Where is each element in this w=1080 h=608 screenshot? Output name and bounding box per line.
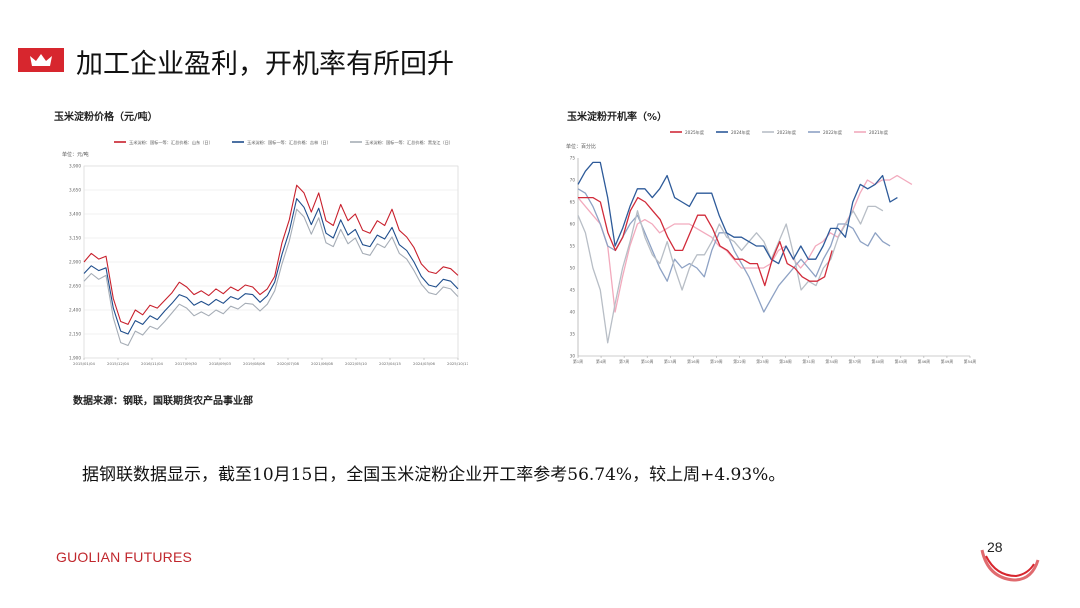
page-title: 加工企业盈利，开机率有所回升 — [76, 49, 454, 80]
price-line-chart: 玉米淀粉：国标一等：汇总价格：山东（日） 玉米淀粉：国标一等：汇总价格：吉林（日）… — [62, 139, 468, 366]
y-tick-label: 65 — [570, 200, 576, 205]
series-line — [577, 161, 898, 265]
page-arc-icon — [980, 549, 1040, 582]
legend-label: 玉米淀粉：国标一等：汇总价格：黑龙江（日） — [365, 139, 453, 146]
x-tick-label: 第28周 — [779, 359, 792, 364]
y-tick-label: 2,150 — [69, 332, 81, 337]
y-tick-label: 2,900 — [69, 260, 81, 265]
series-line — [578, 196, 833, 287]
y-tick-label: 3,900 — [69, 164, 81, 169]
x-tick-label: 第4周 — [596, 359, 606, 364]
x-tick-label: 2020/07/08 — [277, 361, 299, 366]
series-line — [83, 184, 459, 325]
series-line — [577, 205, 884, 344]
legend-label: 2021年度 — [869, 129, 889, 136]
x-tick-label: 2021/06/08 — [311, 361, 333, 366]
x-tick-label: 第1周 — [573, 359, 583, 364]
x-tick-label: 2015/01/04 — [73, 361, 95, 366]
series-line — [577, 188, 891, 313]
y-tick-label: 75 — [570, 156, 576, 161]
y-tick-label: 40 — [570, 310, 576, 315]
x-tick-label: 2023/04/15 — [379, 361, 401, 366]
brand-name: GUOLIAN FUTURES — [56, 549, 193, 565]
x-tick-label: 第37周 — [848, 359, 861, 364]
rate-line-chart: 2025年度 2024年度 2023年度 2022年度 2021年度 单位：百分比 30… — [566, 129, 977, 364]
left-unit-label: 单位：元/吨 — [62, 151, 89, 158]
y-tick-label: 3,150 — [69, 236, 81, 241]
x-tick-label: 2016/11/04 — [141, 361, 163, 366]
x-tick-label: 第43周 — [895, 359, 908, 364]
page-number: 28 — [987, 539, 1003, 555]
y-tick-label: 50 — [570, 266, 576, 271]
x-tick-label: 2022/05/10 — [345, 361, 367, 366]
y-tick-label: 2,400 — [69, 308, 81, 313]
x-tick-label: 第13周 — [664, 359, 677, 364]
x-tick-label: 2025/10/17 — [447, 361, 468, 366]
x-tick-label: 第16周 — [687, 359, 700, 364]
x-tick-label: 第31周 — [802, 359, 815, 364]
legend-label: 玉米淀粉：国标一等：汇总价格：吉林（日） — [247, 139, 331, 146]
legend-label: 2025年度 — [685, 129, 705, 136]
x-tick-label: 第49周 — [941, 359, 954, 364]
x-tick-label: 2017/09/30 — [175, 361, 197, 366]
x-tick-label: 第40周 — [872, 359, 885, 364]
data-source: 数据来源：钢联，国联期货农产品事业部 — [73, 396, 253, 407]
y-tick-label: 45 — [570, 288, 576, 293]
x-tick-label: 第10周 — [641, 359, 654, 364]
x-tick-label: 2018/09/03 — [209, 361, 231, 366]
x-tick-label: 第25周 — [756, 359, 769, 364]
y-tick-label: 2,650 — [69, 284, 81, 289]
x-tick-label: 第46周 — [918, 359, 931, 364]
x-tick-label: 2024/03/06 — [413, 361, 435, 366]
y-tick-label: 35 — [570, 332, 576, 337]
y-tick-label: 1,900 — [69, 356, 81, 361]
logo-badge — [18, 48, 64, 72]
right-unit-label: 单位：百分比 — [566, 143, 596, 150]
x-tick-label: 第7周 — [619, 359, 629, 364]
crown-icon — [30, 54, 52, 66]
series-line — [83, 208, 459, 347]
y-tick-label: 3,650 — [69, 188, 81, 193]
y-tick-label: 70 — [570, 178, 576, 183]
legend-label: 玉米淀粉：国标一等：汇总价格：山东（日） — [129, 139, 213, 146]
series-line — [83, 198, 459, 335]
series-line — [577, 174, 913, 313]
x-tick-label: 第19周 — [710, 359, 723, 364]
legend-label: 2022年度 — [823, 129, 843, 136]
right-chart-title: 玉米淀粉开机率（%） — [567, 112, 668, 123]
x-tick-label: 2015/12/04 — [107, 361, 129, 366]
summary-text: 据钢联数据显示，截至10月15日，全国玉米淀粉企业开工率参考56.74%，较上周… — [82, 465, 786, 485]
x-tick-label: 第22周 — [733, 359, 746, 364]
left-chart-title: 玉米淀粉价格（元/吨） — [54, 112, 158, 123]
x-tick-label: 第34周 — [825, 359, 838, 364]
y-tick-label: 3,400 — [69, 212, 81, 217]
x-tick-label: 2019/08/06 — [243, 361, 265, 366]
legend-label: 2024年度 — [731, 129, 751, 136]
legend-label: 2023年度 — [777, 129, 797, 136]
y-tick-label: 60 — [570, 222, 576, 227]
y-tick-label: 30 — [570, 354, 576, 359]
y-tick-label: 55 — [570, 244, 576, 249]
x-tick-label: 第54周 — [964, 359, 977, 364]
